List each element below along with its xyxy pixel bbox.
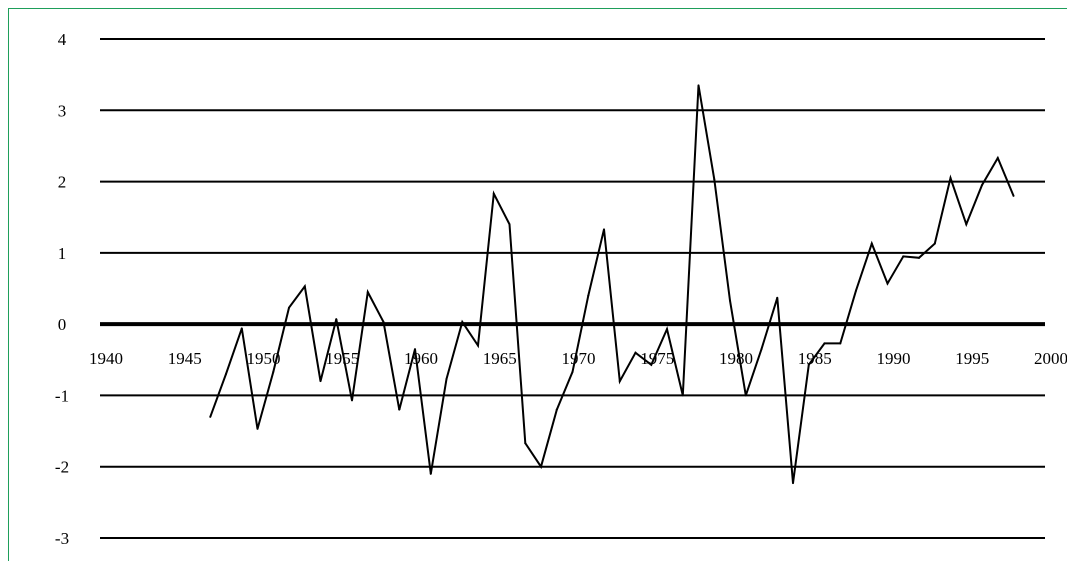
data-point [996, 157, 999, 160]
data-point [571, 370, 574, 373]
data-point [303, 285, 306, 288]
data-point [587, 294, 590, 297]
y-tick-label: -3 [55, 529, 69, 548]
x-tick-label: 1990 [877, 349, 911, 368]
data-point [949, 177, 952, 180]
data-point [288, 306, 290, 309]
data-point [382, 321, 385, 324]
data-point [540, 465, 542, 468]
x-tick-label: 1980 [719, 349, 753, 368]
data-point [1012, 194, 1015, 197]
data-point [272, 370, 275, 373]
x-tick-label: 1960 [404, 349, 438, 368]
data-point [918, 256, 920, 259]
data-point [351, 399, 353, 402]
data-point [634, 351, 637, 354]
y-tick-label: 0 [58, 315, 67, 334]
data-point [508, 223, 511, 226]
series-line [209, 85, 1015, 484]
data-point [760, 348, 763, 351]
data-point [366, 291, 369, 294]
data-point [398, 408, 401, 411]
x-tick-label: 1945 [168, 349, 202, 368]
y-tick-label: 3 [58, 101, 67, 120]
data-point [681, 394, 684, 397]
data-point [650, 363, 653, 366]
data-point [524, 442, 527, 445]
data-point [335, 318, 338, 321]
x-tick-label: 1940 [89, 349, 123, 368]
x-tick-label: 1955 [325, 349, 359, 368]
x-tick-label: 1970 [562, 349, 596, 368]
y-tick-label: 4 [58, 30, 67, 49]
data-point [697, 84, 700, 87]
x-tick-label: 2000 [1034, 349, 1067, 368]
data-point [823, 342, 826, 345]
data-point [886, 282, 889, 285]
series-group [209, 84, 1015, 485]
x-axis-ticks: 1940 1945 1950 1955 1960 1965 1970 1975 1980 1985… [89, 349, 1067, 368]
data-point [713, 178, 716, 181]
data-point [414, 348, 416, 351]
x-tick-label: 1985 [798, 349, 832, 368]
y-tick-label: 1 [58, 244, 67, 263]
data-point [461, 321, 464, 324]
data-point [933, 242, 936, 245]
data-point [256, 427, 259, 430]
data-point [792, 482, 794, 485]
data-point [965, 223, 968, 226]
data-point [209, 415, 212, 418]
data-point [445, 378, 448, 381]
data-point [839, 342, 842, 345]
y-tick-label: -2 [55, 458, 69, 477]
y-tick-label: 2 [58, 173, 67, 192]
data-point [618, 380, 621, 383]
data-point [855, 289, 857, 292]
data-point [807, 363, 810, 366]
y-axis-ticks: 4 3 2 1 0 -1 -2 -3 [55, 30, 69, 548]
data-point [666, 328, 668, 331]
data-point [492, 192, 495, 195]
gridlines [100, 38, 1045, 539]
y-tick-label: -1 [55, 386, 69, 405]
chart-frame [8, 8, 1067, 561]
data-point [902, 255, 905, 258]
data-point [477, 344, 479, 347]
data-point [225, 373, 227, 376]
data-point [870, 242, 873, 245]
data-point [729, 299, 731, 302]
x-tick-label: 1995 [955, 349, 989, 368]
data-point [429, 472, 432, 475]
data-point [240, 327, 243, 330]
data-point [319, 380, 322, 383]
data-point [981, 184, 983, 187]
data-point [555, 408, 558, 411]
data-point [603, 228, 605, 231]
data-point [744, 394, 747, 397]
data-point [776, 296, 779, 299]
x-tick-label: 1950 [247, 349, 281, 368]
x-tick-label: 1965 [483, 349, 517, 368]
